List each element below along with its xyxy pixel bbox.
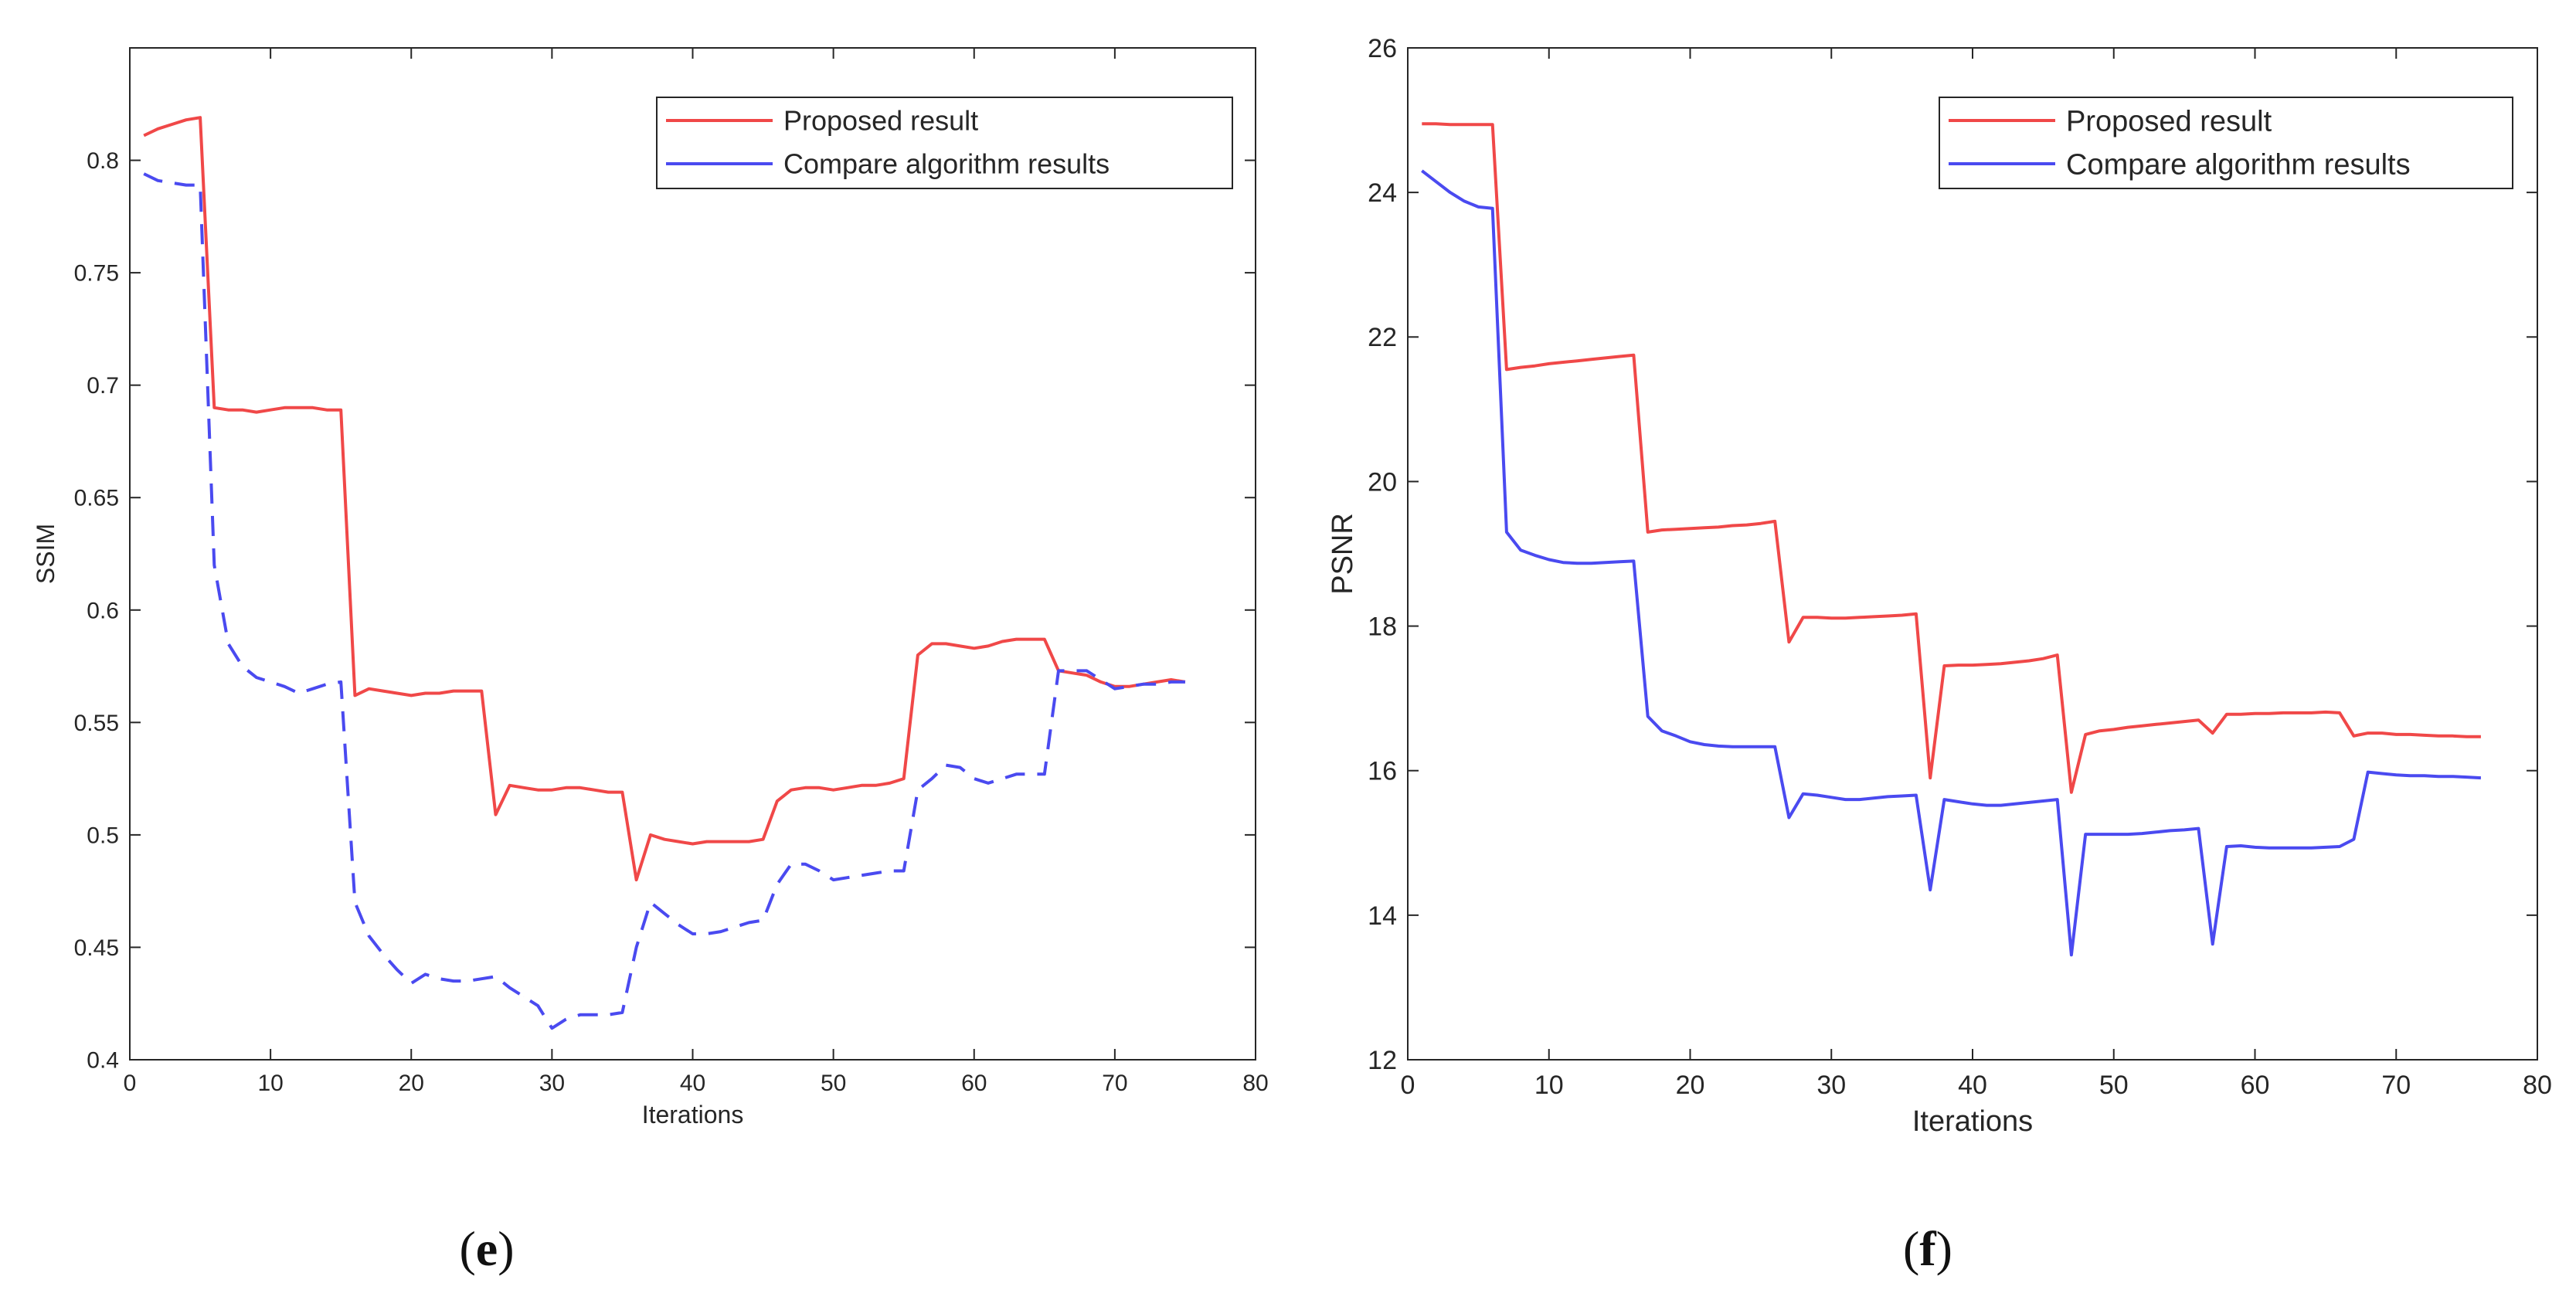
- x-tick-label: 70: [2381, 1071, 2411, 1100]
- y-tick-label: 16: [1368, 757, 1397, 786]
- caption-e-letter: e: [475, 1221, 498, 1276]
- y-tick-label: 0.75: [74, 261, 119, 287]
- legend-box: [656, 97, 1233, 189]
- series-compare: [1421, 169, 2482, 957]
- x-tick-label: 0: [124, 1071, 137, 1096]
- y-axis-label: SSIM: [32, 524, 59, 584]
- x-tick-label: 20: [1676, 1071, 1705, 1100]
- x-tick-label: 50: [821, 1071, 846, 1096]
- x-axis-label: Iterations: [642, 1101, 744, 1128]
- legend-label: Compare algorithm results: [783, 148, 1110, 180]
- y-tick-label: 0.5: [87, 823, 119, 848]
- legend: Proposed result Compare algorithm results: [1939, 97, 2513, 189]
- series-proposed: [143, 116, 1186, 882]
- y-tick-label: 0.65: [74, 486, 119, 511]
- series-line: [1421, 169, 2482, 957]
- x-tick-label: 20: [399, 1071, 424, 1096]
- x-tick-label: 80: [1242, 1071, 1268, 1096]
- y-tick-label: 20: [1368, 467, 1397, 497]
- y-tick-label: 0.45: [74, 935, 119, 961]
- plot-area: [129, 47, 1256, 1061]
- series-proposed: [1422, 122, 2481, 794]
- x-tick-label: 10: [1534, 1071, 1564, 1100]
- legend-label: Proposed result: [783, 105, 978, 137]
- caption-e: (e): [459, 1221, 515, 1276]
- caption-f-letter: f: [1919, 1221, 1936, 1276]
- x-tick-label: 10: [257, 1071, 283, 1096]
- x-tick-label: 50: [2099, 1071, 2129, 1100]
- y-tick-label: 12: [1368, 1046, 1397, 1075]
- x-tick-label: 30: [539, 1071, 565, 1096]
- x-tick-label: 60: [2241, 1071, 2270, 1100]
- chart-panel-e: 0 10 20 30 40 50 60 70 80 0.4 0.45 0.5 0.55 0.6 0.65 0.…: [32, 47, 1269, 1128]
- x-axis-label: Iterations: [1912, 1105, 2033, 1138]
- x-tick-label: 30: [1816, 1071, 1846, 1100]
- x-tick-label: 40: [680, 1071, 705, 1096]
- x-tick-label: 70: [1102, 1071, 1127, 1096]
- chart-panel-f: 0 10 20 30 40 50 60 70 80 12 14 16 18 20 22 24 26 Iterati…: [1327, 34, 2552, 1138]
- series-line: [1422, 122, 2481, 794]
- legend-label: Compare algorithm results: [2066, 148, 2411, 181]
- x-tick-label: 40: [1958, 1071, 1987, 1100]
- y-tick-label: 0.4: [87, 1048, 119, 1074]
- x-tick-label: 0: [1401, 1071, 1415, 1100]
- y-tick-label: 0.55: [74, 711, 119, 736]
- x-tick-label: 60: [961, 1071, 987, 1096]
- y-tick-label: 26: [1368, 34, 1397, 63]
- legend-box: [1939, 97, 2513, 189]
- caption-f: (f): [1903, 1221, 1952, 1276]
- legend: Proposed result Compare algorithm results: [656, 97, 1233, 189]
- x-tick-label: 80: [2523, 1071, 2552, 1100]
- y-tick-label: 24: [1368, 178, 1397, 208]
- legend-label: Proposed result: [2066, 105, 2272, 137]
- y-tick-label: 0.6: [87, 598, 119, 623]
- series-compare: [143, 172, 1186, 1030]
- plot-area: [1407, 47, 2538, 1061]
- y-tick-label: 14: [1368, 901, 1397, 931]
- y-tick-label: 0.8: [87, 148, 119, 174]
- y-tick-label: 22: [1368, 323, 1397, 352]
- y-tick-label: 18: [1368, 612, 1397, 641]
- y-axis-label: PSNR: [1327, 513, 1359, 595]
- y-tick-label: 0.7: [87, 373, 119, 399]
